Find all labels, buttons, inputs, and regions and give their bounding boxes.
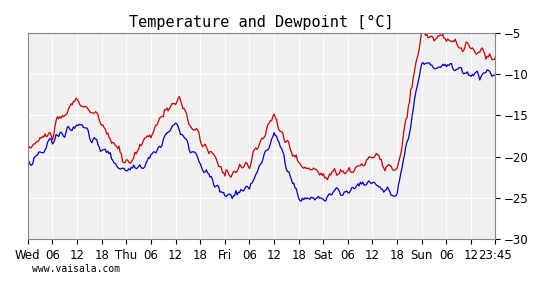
Title: Temperature and Dewpoint [°C]: Temperature and Dewpoint [°C]	[129, 15, 393, 30]
Text: www.vaisala.com: www.vaisala.com	[33, 264, 121, 274]
